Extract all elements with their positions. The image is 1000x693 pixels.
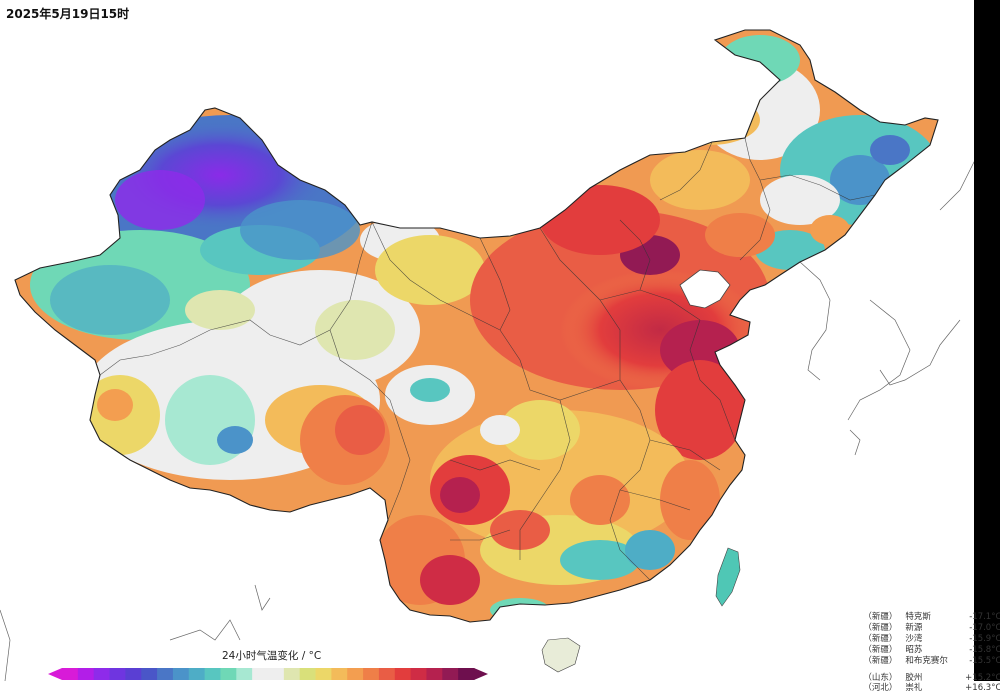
station-region: （河北） [863,683,898,693]
station-name: 崇礼 [905,683,923,693]
colorbar-swatch [141,668,158,680]
station-region: （山东） [863,673,898,683]
station-region: （新疆） [863,656,898,666]
station-name: 沙湾 [905,634,923,644]
station-row-fall-4: （新疆） 昭苏 -15.8°C [858,633,1000,655]
colorbar-swatch [378,668,396,680]
station-region: （新疆） [863,634,898,644]
hainan-island [541,637,581,673]
colorbar-swatch [283,668,301,680]
colorbar-swatch [394,668,412,680]
right-black-strip [974,0,1000,681]
colorbar-swatch [299,668,317,680]
station-region: （新疆） [863,623,898,633]
colorbar-swatch [93,668,111,680]
colorbar-swatch [252,668,269,680]
colorbar-swatch [442,668,459,680]
neighbor-outlines [0,159,976,681]
colorbar-swatch [458,668,475,680]
colorbar-swatch [62,668,79,680]
bohai-sea [679,269,731,309]
colorbar-swatch [157,668,174,680]
legend-label: 24小时气温变化 / °C [222,650,322,662]
station-value: -15.8°C [969,645,1000,655]
station-value: -17.0°C [969,623,1000,633]
page-title: 2025年5月19日15时 [6,7,130,21]
station-row-rise-1: （山东） 胶州 +15.2°C [858,661,1000,683]
station-value: -17.1°C [969,612,1000,622]
station-row-rise-2: （河北） 崇礼 +16.3°C [858,671,1000,693]
colorbar-swatch [363,668,380,680]
station-name: 昭苏 [905,645,923,655]
colorbar-swatch [188,668,206,680]
colorbar-swatch [410,668,427,680]
station-row-fall-2: （新疆） 新源 -17.0°C [858,611,1000,633]
colorbar-right-arrow [474,668,488,680]
colorbar-swatch [268,668,285,680]
station-name: 特克斯 [905,612,931,622]
station-row-fall-5: （新疆） 和布克赛尔 -15.5°C [858,644,1000,666]
station-name: 和布克赛尔 [905,656,948,666]
colorbar-swatch [331,668,348,680]
station-value: -15.5°C [969,656,1000,666]
station-row-fall-3: （新疆） 沙湾 -15.9°C [858,622,1000,644]
colorbar-swatch [125,668,142,680]
colorbar [48,668,488,680]
colorbar-swatch [220,668,237,680]
colorbar-swatch [204,668,221,680]
province-borders [99,137,876,581]
station-region: （新疆） [863,645,898,655]
colorbar-left-arrow [48,668,62,680]
station-name: 新源 [905,623,923,633]
colorbar-swatch [172,668,190,680]
colorbar-swatch [236,668,253,680]
colorbar-swatch [109,668,126,680]
station-row-fall-1: （新疆） 特克斯 -17.1°C [858,600,1000,622]
colorbar-swatch [315,668,332,680]
station-region: （新疆） [863,612,898,622]
colorbar-swatch [426,668,443,680]
colorbar-swatch [347,668,364,680]
station-value: +16.3°C [965,683,1000,693]
colorbar-swatch [77,668,95,680]
station-value: -15.9°C [969,634,1000,644]
station-name: 胶州 [905,673,923,683]
station-value: +15.2°C [965,673,1000,683]
taiwan-island [715,547,741,607]
